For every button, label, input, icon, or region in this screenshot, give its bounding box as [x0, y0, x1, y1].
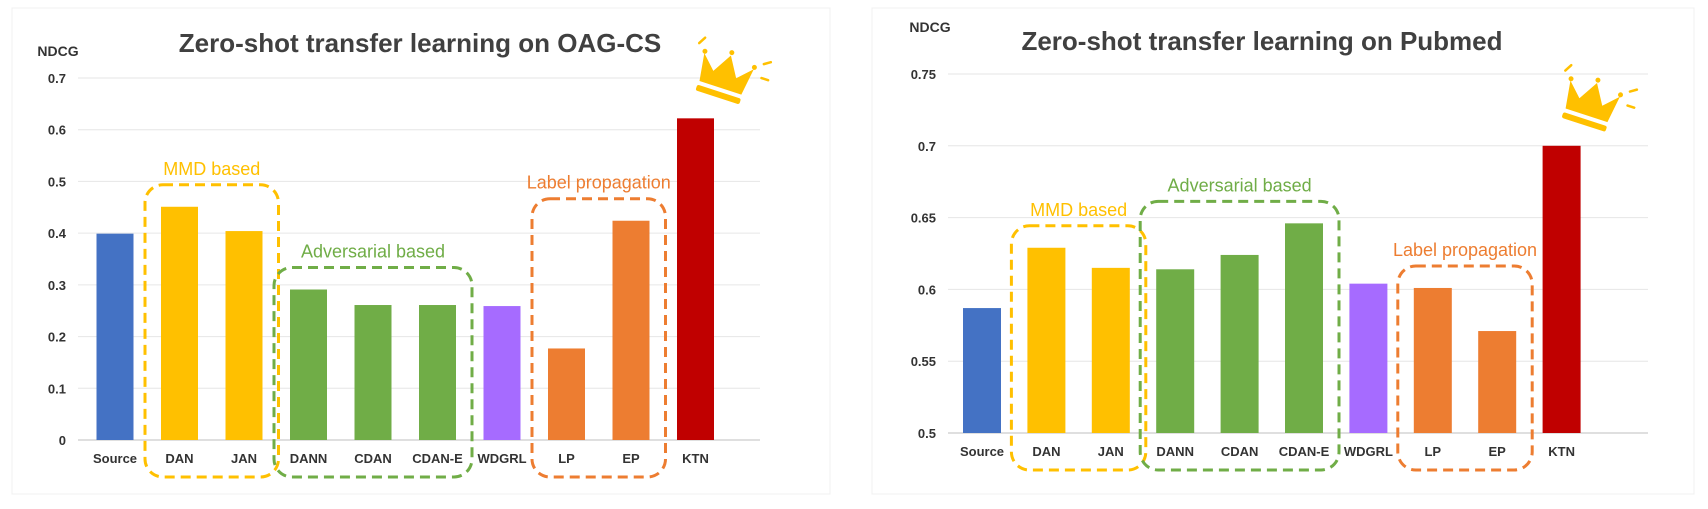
bar-dan	[161, 206, 198, 440]
x-tick-label: Source	[960, 444, 1004, 459]
bar-lp	[548, 348, 585, 440]
crown-icon	[695, 36, 773, 104]
bar-wdgrl	[1349, 283, 1388, 433]
y-tick-label: 0.6	[918, 282, 936, 297]
group-label: Adversarial based	[301, 242, 445, 262]
x-tick-label: CDAN	[354, 451, 392, 466]
x-tick-label: EP	[1489, 444, 1507, 459]
y-tick-label: 0.5	[918, 426, 936, 441]
y-tick-label: 0	[59, 433, 66, 448]
group-label: Label propagation	[527, 173, 671, 193]
bar-dann	[1156, 269, 1195, 433]
bar-jan	[1091, 267, 1130, 433]
group-label: Label propagation	[1393, 240, 1537, 260]
x-tick-label: DAN	[1032, 444, 1060, 459]
bar-lp	[1413, 287, 1452, 433]
x-tick-label: DANN	[290, 451, 328, 466]
group-box	[143, 183, 280, 479]
bar-jan	[225, 231, 263, 440]
bar-cdan	[354, 305, 392, 440]
chart-panel-2: Zero-shot transfer learning on Pubmed NDC…	[871, 7, 1695, 495]
y-tick-label: 0.6	[48, 123, 66, 138]
x-tick-label: EP	[622, 451, 640, 466]
x-tick-label: JAN	[231, 451, 257, 466]
group-label: Adversarial based	[1168, 175, 1312, 195]
bar-ep	[1478, 331, 1517, 433]
y-tick-label: 0.55	[911, 354, 936, 369]
y-tick-label: 0.7	[918, 139, 936, 154]
y-axis-label: NDCG	[909, 19, 950, 35]
x-tick-label: CDAN	[1221, 444, 1259, 459]
group-box	[1009, 224, 1148, 472]
y-axis-label: NDCG	[37, 43, 78, 59]
x-tick-label: DAN	[165, 451, 193, 466]
y-tick-label: 0.65	[911, 211, 936, 226]
y-tick-label: 0.3	[48, 278, 66, 293]
group-box	[1138, 199, 1341, 472]
bar-ep	[612, 220, 650, 440]
x-tick-label: CDAN-E	[1279, 444, 1330, 459]
chart-title: Zero-shot transfer learning on OAG-CS	[179, 28, 662, 58]
x-tick-label: KTN	[682, 451, 709, 466]
x-tick-label: JAN	[1098, 444, 1124, 459]
group-box	[272, 266, 474, 479]
group-box	[530, 197, 667, 479]
group-label: MMD based	[163, 159, 260, 179]
bar-ktn	[677, 118, 714, 440]
y-tick-label: 0.4	[48, 226, 67, 241]
bar-cdan-e	[1285, 223, 1323, 433]
x-tick-label: WDGRL	[1344, 444, 1393, 459]
y-tick-label: 0.7	[48, 71, 66, 86]
group-label: MMD based	[1030, 200, 1127, 220]
bar-cdan-e	[419, 305, 456, 440]
y-tick-label: 0.1	[48, 381, 66, 396]
bar-source	[963, 308, 1001, 433]
chart-title: Zero-shot transfer learning on Pubmed	[1021, 26, 1502, 56]
y-tick-label: 0.2	[48, 330, 66, 345]
y-tick-label: 0.5	[48, 174, 66, 189]
bar-dann	[290, 289, 327, 440]
crown-icon	[1562, 63, 1639, 132]
x-tick-label: LP	[1424, 444, 1441, 459]
x-tick-label: KTN	[1548, 444, 1575, 459]
x-tick-label: WDGRL	[477, 451, 526, 466]
bar-dan	[1027, 247, 1066, 433]
bar-source	[96, 233, 134, 440]
bar-wdgrl	[483, 306, 521, 440]
group-box	[1396, 264, 1534, 472]
bar-ktn	[1542, 145, 1581, 434]
x-tick-label: Source	[93, 451, 137, 466]
bar-cdan	[1220, 254, 1259, 433]
x-tick-label: LP	[558, 451, 575, 466]
x-tick-label: DANN	[1156, 444, 1194, 459]
x-tick-label: CDAN-E	[412, 451, 463, 466]
chart-panel-1: Zero-shot transfer learning on OAG-CS NDC…	[11, 7, 831, 495]
y-tick-label: 0.75	[911, 67, 936, 82]
